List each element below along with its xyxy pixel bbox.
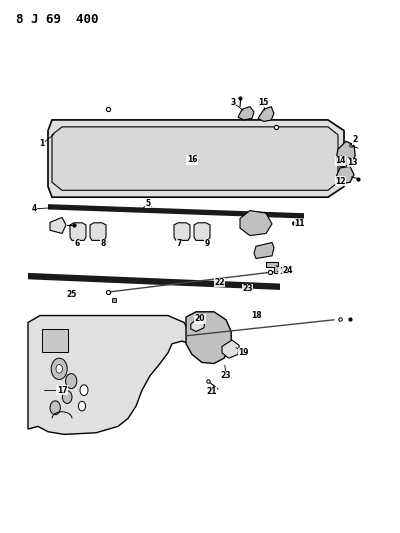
Text: 19: 19 xyxy=(238,349,248,357)
Polygon shape xyxy=(266,262,278,273)
Polygon shape xyxy=(186,312,231,364)
Text: 9: 9 xyxy=(204,239,210,248)
Polygon shape xyxy=(52,127,338,190)
Polygon shape xyxy=(50,217,66,233)
Text: 14: 14 xyxy=(336,157,346,165)
Circle shape xyxy=(62,391,72,403)
Polygon shape xyxy=(254,243,274,259)
Polygon shape xyxy=(240,211,272,236)
Circle shape xyxy=(56,365,62,373)
Text: 8 J 69  400: 8 J 69 400 xyxy=(16,13,98,26)
Text: 23: 23 xyxy=(242,285,252,293)
Text: 25: 25 xyxy=(66,290,76,298)
Polygon shape xyxy=(238,107,254,120)
Polygon shape xyxy=(28,316,190,434)
Circle shape xyxy=(50,401,60,415)
Text: 5: 5 xyxy=(146,199,150,208)
Polygon shape xyxy=(48,204,304,219)
Polygon shape xyxy=(70,223,86,240)
Circle shape xyxy=(51,358,67,379)
Text: 8: 8 xyxy=(100,239,106,248)
Text: 12: 12 xyxy=(336,177,346,185)
Text: 1: 1 xyxy=(39,140,45,148)
Text: 22: 22 xyxy=(214,278,224,287)
Polygon shape xyxy=(174,223,190,240)
Text: —: — xyxy=(144,203,152,209)
Polygon shape xyxy=(28,273,280,290)
Circle shape xyxy=(78,401,86,411)
Circle shape xyxy=(66,374,77,389)
Text: 11: 11 xyxy=(294,220,304,228)
Text: 16: 16 xyxy=(187,156,197,164)
Text: 24: 24 xyxy=(283,266,293,275)
Circle shape xyxy=(80,385,88,395)
Polygon shape xyxy=(90,223,106,240)
Text: 2: 2 xyxy=(352,135,358,144)
Text: 10: 10 xyxy=(279,268,289,276)
Bar xyxy=(42,329,68,352)
Polygon shape xyxy=(191,317,205,332)
Text: 23: 23 xyxy=(221,372,231,380)
Polygon shape xyxy=(258,107,274,122)
Text: 21: 21 xyxy=(206,387,216,396)
Polygon shape xyxy=(194,223,210,240)
Polygon shape xyxy=(336,141,355,166)
Text: 6: 6 xyxy=(74,239,80,248)
Text: 4: 4 xyxy=(31,205,37,213)
Text: 13: 13 xyxy=(348,158,358,167)
Text: 3: 3 xyxy=(230,98,236,107)
Polygon shape xyxy=(336,166,354,184)
Text: 15: 15 xyxy=(258,98,268,107)
Text: 17: 17 xyxy=(57,386,67,394)
Text: 7: 7 xyxy=(176,239,182,248)
Text: 20: 20 xyxy=(195,314,205,323)
Polygon shape xyxy=(48,120,344,197)
Text: 18: 18 xyxy=(251,311,261,320)
Polygon shape xyxy=(222,340,239,358)
